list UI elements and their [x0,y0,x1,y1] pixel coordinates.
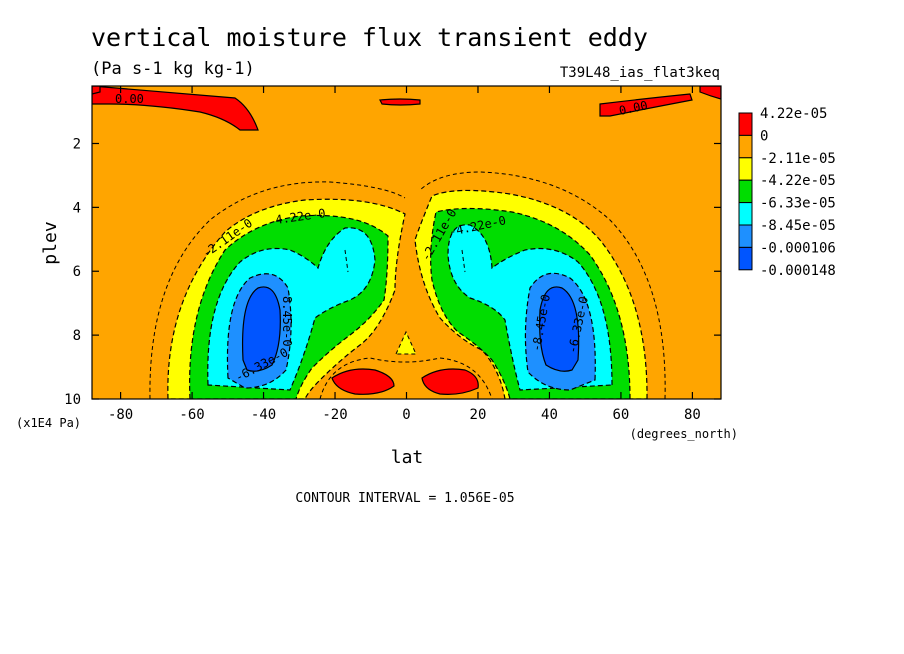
colorbar-label: -6.33e-05 [760,196,836,212]
x-tick-label: 20 [470,407,487,423]
y-tick-label: 4 [73,200,81,216]
contour-label: 4.22e-0 [274,206,326,227]
run-label: T39L48_ias_flat3keq [560,65,720,81]
contour-label: 0.00 [115,92,144,106]
colorbar-swatch [738,179,753,204]
y-tick-label: 6 [73,264,81,280]
x-tick-label: 40 [541,407,558,423]
colorbar-label: -2.11e-05 [760,151,836,167]
colorbar-label: -4.22e-05 [760,173,836,189]
x-tick-label: 80 [684,407,701,423]
inner-line-north [461,249,466,273]
colorbar-swatch [738,157,753,181]
upper-positive-center [379,98,421,106]
upper-positive-south [92,86,259,131]
colorbar-label: -0.000106 [760,240,836,256]
chart-units: (Pa s-1 kg kg-1) [91,59,255,79]
x-axis-units: (degrees_north) [630,427,738,441]
y-tick-label: 2 [73,136,81,152]
inner-line-south [344,249,349,273]
y-tick-label: 8 [73,328,81,344]
colorbar-swatch [738,202,753,226]
colorbar-swatch [738,112,753,136]
colorbar-label: 4.22e-05 [760,106,827,122]
y-tick-label: 10 [64,392,81,408]
x-tick-label: 0 [402,407,410,423]
x-tick-label: -60 [179,407,204,423]
contour-label: 0.00 [618,98,649,118]
x-axis: -80 -60 -40 -20 0 20 40 60 80 [108,86,701,423]
north-cell-darkblue [539,286,580,372]
plot-area: 0.00 0.00 -2.11e-0 4.22e-0 8.45e-0 -6.33… [92,86,721,399]
colorbar-swatch [738,246,753,271]
contour-label: 8.45e-0 [280,296,294,347]
colorbar-swatch [738,134,753,159]
colorbar-swatch [738,224,753,248]
outer-contour-south [149,181,406,399]
colorbar-label: 0 [760,128,768,144]
colorbar-label: -8.45e-05 [760,218,836,234]
surface-positive-north [421,368,479,395]
upper-positive-north [599,93,693,117]
surface-dashed [319,357,493,399]
x-tick-label: -80 [108,407,133,423]
chart-title: vertical moisture flux transient eddy [91,23,648,52]
colorbar: 4.22e-05 0 -2.11e-05 -4.22e-05 -6.33e-05 -8.4… [738,106,836,279]
x-tick-label: -40 [251,407,276,423]
y-axis-label: plev [40,221,61,264]
surface-positive-south [331,368,395,395]
x-tick-label: -20 [322,407,347,423]
south-cell-darkblue [241,286,281,372]
y-axis-units: (x1E4 Pa) [16,416,81,430]
colorbar-label: -0.000148 [760,263,836,279]
x-tick-label: 60 [613,407,630,423]
contour-interval: CONTOUR INTERVAL = 1.056E-05 [295,491,514,506]
upper-positive-southcorner [92,86,101,95]
x-axis-label: lat [391,447,424,468]
y-axis: 2 4 6 8 10 [64,136,721,408]
equator-yellow [395,330,417,355]
